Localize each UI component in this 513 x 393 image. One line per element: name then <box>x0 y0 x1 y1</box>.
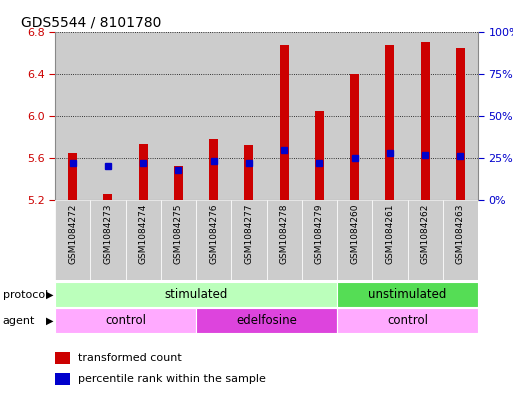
Bar <box>337 282 478 307</box>
Bar <box>55 352 70 364</box>
Bar <box>209 139 218 200</box>
Bar <box>55 32 90 200</box>
Bar <box>55 282 337 307</box>
Text: transformed count: transformed count <box>78 353 182 363</box>
Bar <box>266 32 302 200</box>
Bar <box>104 194 112 200</box>
Bar <box>68 153 77 200</box>
Text: GSM1084277: GSM1084277 <box>244 204 253 264</box>
Bar <box>245 145 253 200</box>
Text: GSM1084276: GSM1084276 <box>209 204 218 264</box>
Bar <box>196 308 337 333</box>
Bar <box>126 200 161 280</box>
Text: ▶: ▶ <box>46 316 54 325</box>
Bar <box>196 200 231 280</box>
Bar <box>407 200 443 280</box>
Bar <box>456 48 465 200</box>
Text: GSM1084262: GSM1084262 <box>421 204 429 264</box>
Text: control: control <box>387 314 428 327</box>
Text: unstimulated: unstimulated <box>368 288 447 301</box>
Bar <box>90 32 126 200</box>
Bar <box>337 308 478 333</box>
Bar <box>350 74 359 200</box>
Bar <box>407 32 443 200</box>
Bar <box>161 200 196 280</box>
Text: percentile rank within the sample: percentile rank within the sample <box>78 374 266 384</box>
Text: GSM1084260: GSM1084260 <box>350 204 359 264</box>
Bar <box>231 200 266 280</box>
Text: protocol: protocol <box>3 290 48 299</box>
Bar <box>55 308 196 333</box>
Bar <box>337 32 372 200</box>
Bar <box>302 32 337 200</box>
Text: GSM1084273: GSM1084273 <box>104 204 112 264</box>
Text: GDS5544 / 8101780: GDS5544 / 8101780 <box>21 15 162 29</box>
Bar <box>196 32 231 200</box>
Bar <box>266 200 302 280</box>
Text: ▶: ▶ <box>46 290 54 299</box>
Bar <box>55 200 90 280</box>
Bar <box>126 32 161 200</box>
Bar <box>443 32 478 200</box>
Text: control: control <box>105 314 146 327</box>
Text: edelfosine: edelfosine <box>236 314 297 327</box>
Bar <box>90 200 126 280</box>
Bar <box>139 144 148 200</box>
Bar <box>337 200 372 280</box>
Text: GSM1084272: GSM1084272 <box>68 204 77 264</box>
Text: GSM1084263: GSM1084263 <box>456 204 465 264</box>
Bar <box>385 44 394 200</box>
Text: GSM1084261: GSM1084261 <box>385 204 394 264</box>
Text: GSM1084275: GSM1084275 <box>174 204 183 264</box>
Text: GSM1084278: GSM1084278 <box>280 204 289 264</box>
Text: stimulated: stimulated <box>164 288 228 301</box>
Bar <box>174 166 183 200</box>
Bar <box>372 200 407 280</box>
Bar <box>55 373 70 385</box>
Bar <box>161 32 196 200</box>
Text: GSM1084274: GSM1084274 <box>139 204 148 264</box>
Bar <box>443 200 478 280</box>
Bar <box>315 111 324 200</box>
Text: agent: agent <box>3 316 35 325</box>
Text: GSM1084279: GSM1084279 <box>315 204 324 264</box>
Bar <box>302 200 337 280</box>
Bar <box>231 32 266 200</box>
Bar <box>372 32 407 200</box>
Bar <box>421 42 429 200</box>
Bar <box>280 44 288 200</box>
